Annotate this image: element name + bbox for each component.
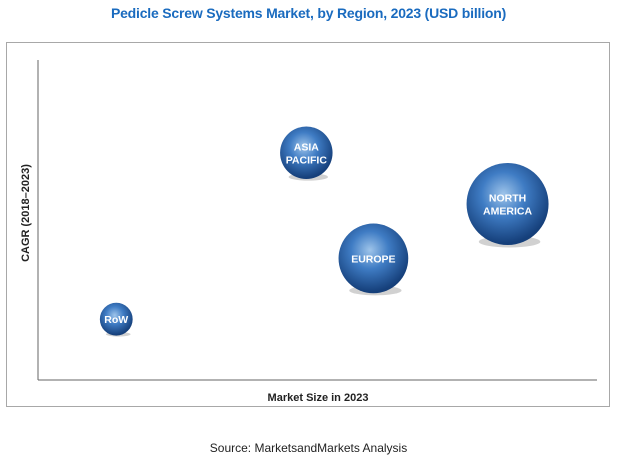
bubbles-group: ASIA PACIFIC NORTH AMERICA EUROPE RoW bbox=[99, 126, 549, 337]
bubble-europe bbox=[338, 223, 409, 294]
chart-frame bbox=[6, 42, 610, 407]
y-axis-label: CAGR (2018–2023) bbox=[20, 164, 32, 262]
x-axis-label: Market Size in 2023 bbox=[268, 392, 369, 404]
bubble-label-europe: EUROPE bbox=[351, 253, 395, 265]
bubble-label-asia-pacific: ASIA PACIFIC bbox=[286, 141, 328, 166]
bubble-north-america bbox=[466, 163, 549, 245]
bubble-asia-pacific bbox=[280, 126, 333, 180]
chart-title: Pedicle Screw Systems Market, by Region,… bbox=[110, 5, 507, 21]
bubble-label-north-america: NORTH AMERICA bbox=[483, 193, 532, 218]
bubble-row bbox=[99, 302, 133, 336]
bubble-label-row: RoW bbox=[104, 314, 128, 326]
source-note: Source: MarketsandMarkets Analysis bbox=[209, 441, 408, 455]
